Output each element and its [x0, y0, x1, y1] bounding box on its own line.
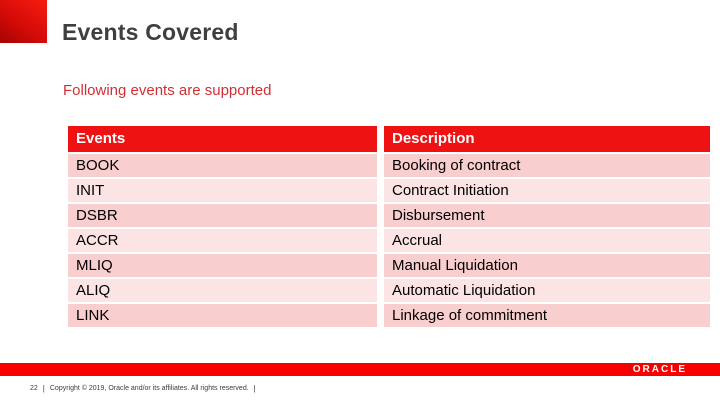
event-description-cell: Accrual — [384, 229, 710, 252]
footer-separator: | — [253, 384, 256, 393]
table-row: MLIQ Manual Liquidation — [68, 254, 710, 277]
event-description-cell: Contract Initiation — [384, 179, 710, 202]
event-code-cell: BOOK — [68, 154, 377, 177]
brand-square-logo — [0, 0, 47, 43]
table-header-row: Events Description — [68, 126, 710, 152]
table-row: ALIQ Automatic Liquidation — [68, 279, 710, 302]
event-description-cell: Booking of contract — [384, 154, 710, 177]
event-code-cell: ALIQ — [68, 279, 377, 302]
subtitle: Following events are supported — [63, 82, 272, 99]
table-row: LINK Linkage of commitment — [68, 304, 710, 327]
events-table: Events Description BOOK Booking of contra… — [68, 126, 710, 329]
event-code-cell: INIT — [68, 179, 377, 202]
event-description-cell: Manual Liquidation — [384, 254, 710, 277]
page-number: 22 — [30, 385, 38, 392]
event-code-cell: LINK — [68, 304, 377, 327]
footer-separator: | — [42, 384, 45, 393]
event-code-cell: MLIQ — [68, 254, 377, 277]
event-code-cell: DSBR — [68, 204, 377, 227]
footer: 22 | Copyright © 2019, Oracle and/or its… — [30, 384, 256, 393]
copyright-text: Copyright © 2019, Oracle and/or its affi… — [49, 385, 249, 392]
table-row: DSBR Disbursement — [68, 204, 710, 227]
event-description-cell: Linkage of commitment — [384, 304, 710, 327]
table-row: BOOK Booking of contract — [68, 154, 710, 177]
event-description-cell: Automatic Liquidation — [384, 279, 710, 302]
event-code-cell: ACCR — [68, 229, 377, 252]
bottom-bar: ORACLE — [0, 363, 720, 376]
page-title: Events Covered — [62, 19, 239, 45]
table-body: BOOK Booking of contract INIT Contract Init… — [68, 154, 710, 327]
column-header-events: Events — [68, 126, 377, 152]
column-header-description: Description — [384, 126, 710, 152]
event-description-cell: Disbursement — [384, 204, 710, 227]
oracle-logo: ORACLE — [632, 364, 687, 375]
table-row: INIT Contract Initiation — [68, 179, 710, 202]
table-row: ACCR Accrual — [68, 229, 710, 252]
